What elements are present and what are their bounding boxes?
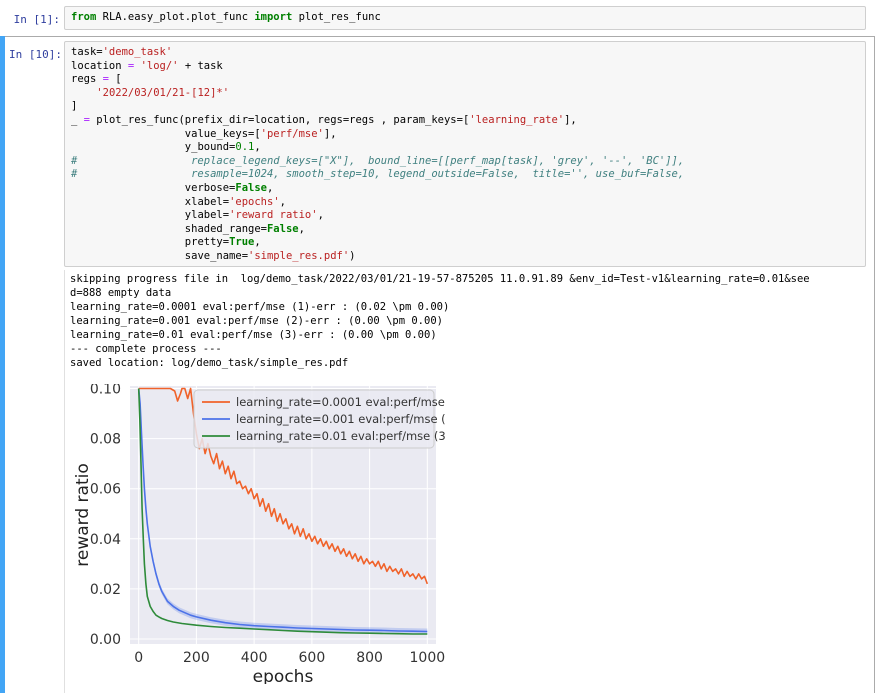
y-tick-label: 0.10 [90,384,121,398]
output-line: learning_rate=0.01 eval:perf/mse (3)-err… [70,329,437,341]
series-line-2 [137,388,428,633]
code-line: regs = [ [71,73,122,86]
y-tick-label: 0.08 [90,432,121,448]
code-line: pretty=True, [184,236,261,249]
code-comment: # replace_legend_keys=["X"], bound_line=… [71,154,685,167]
output-line: saved location: log/demo_task/simple_res… [70,357,349,369]
result-plot: 0.00 0.02 0.04 0.06 0.08 0.10 0 200 400 600 800 100… [73,384,446,684]
code-line: y_bound=0.1, [184,141,261,154]
y-axis-label: reward ratio [73,463,93,566]
code-line: location = 'log/' + task [71,59,223,72]
module-name: RLA.easy_plot.plot_func [96,11,255,23]
y-tick-label: 0.04 [90,532,121,548]
cell1-input[interactable]: from RLA.easy_plot.plot_func import plot… [64,6,866,30]
kw-import: import [254,11,293,23]
x-tick-label: 200 [183,650,210,666]
output-line: learning_rate=0.0001 eval:perf/mse (1)-e… [70,301,450,313]
cell1-prompt: In [1]: [13,13,60,26]
output-line: --- complete process --- [70,343,222,355]
cell1-code: from RLA.easy_plot.plot_func import plot… [65,7,865,29]
cell2-selection-bar [0,36,5,693]
code-line: _ = plot_res_func(prefix_dir=location, r… [71,113,577,126]
code-comment: # resample=1024, smooth_step=10, legend_… [71,168,685,181]
code-line: '2022/03/01/21-[12]*' [96,86,230,99]
code-line: ylabel='reward ratio', [184,209,324,222]
y-tick-label: 0.00 [90,632,121,648]
output-prompt-column[interactable] [6,270,65,693]
cell2-input[interactable]: task='demo_task' location = 'log/' + task… [64,41,866,267]
x-tick-label: 1000 [410,650,446,666]
y-tick-label: 0.02 [90,582,121,598]
legend-label: learning_rate=0.001 eval:perf/mse (2) [236,412,446,426]
code-line: save_name='simple_res.pdf') [184,249,356,262]
kw-from: from [71,11,97,23]
cell2-prompt: In [10]: [9,48,62,61]
code-line: xlabel='epochs', [184,195,286,208]
series-line-3 [137,388,428,635]
code-line: value_keys=['perf/mse'], [184,127,337,140]
x-tick-label: 800 [356,650,383,666]
series-line-1 [138,387,429,585]
legend-box [193,389,435,449]
x-axis-label: epochs [253,667,314,684]
legend-label: learning_rate=0.0001 eval:perf/mse (1) [236,395,446,409]
legend-label: learning_rate=0.01 eval:perf/mse (3) [236,429,446,443]
output-line: skipping progress file in log/demo_task/… [70,273,810,285]
output-line: learning_rate=0.001 eval:perf/mse (2)-er… [70,315,443,327]
code-line: task='demo_task' [71,46,173,58]
y-tick-label: 0.06 [90,482,121,498]
code-line: verbose=False, [184,181,274,194]
imported-name: plot_res_func [292,11,381,23]
x-tick-label: 400 [241,650,268,666]
x-tick-label: 0 [134,650,143,666]
cell2-code: task='demo_task' location = 'log/' + task… [65,42,865,268]
cell2-output-text: skipping progress file in log/demo_task/… [70,272,810,370]
code-line: shaded_range=False, [184,222,305,235]
output-line: d=888 empty data [70,287,172,299]
code-line: ] [71,100,78,113]
x-tick-label: 600 [299,650,326,666]
